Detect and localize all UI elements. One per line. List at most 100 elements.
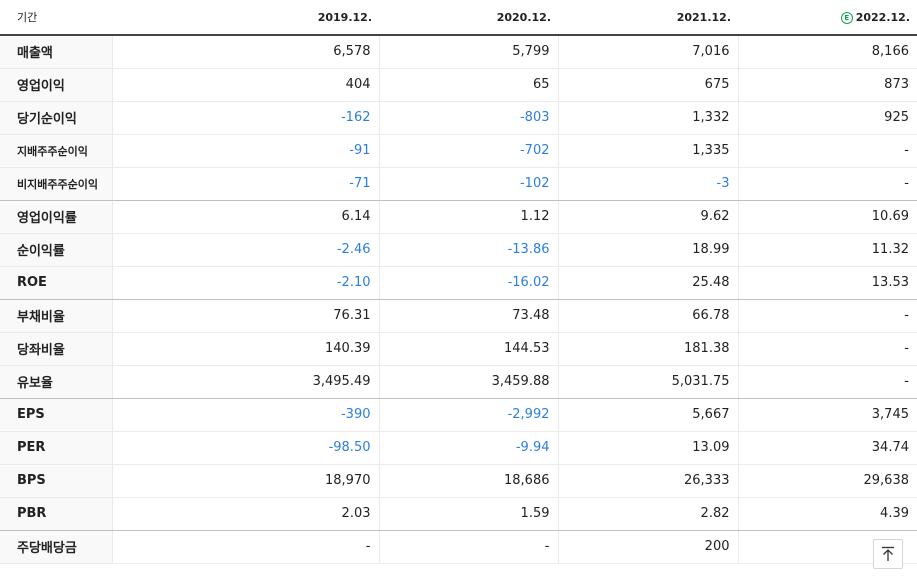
table-cell: 144.53 — [378, 332, 558, 366]
row-label: 주당배당금 — [0, 530, 112, 564]
table-row: EPS -390 -2,992 5,667 3,745 — [0, 398, 917, 432]
table-cell: -2,992 — [378, 398, 558, 432]
table-cell: 73.48 — [378, 299, 558, 333]
table-cell: 1,335 — [557, 134, 738, 168]
table-cell: 18,970 — [111, 464, 379, 498]
table-cell: - — [737, 365, 917, 399]
table-cell: 3,459.88 — [378, 365, 558, 399]
table-row: PER -98.50 -9.94 13.09 34.74 — [0, 431, 917, 465]
table-cell: 925 — [737, 101, 917, 135]
table-cell: -16.02 — [378, 266, 558, 300]
table-cell: 1.12 — [378, 200, 558, 234]
table-cell: 18,686 — [378, 464, 558, 498]
row-label: 유보율 — [0, 365, 112, 399]
table-row: 매출액 6,578 5,799 7,016 8,166 — [0, 35, 917, 69]
table-cell: -9.94 — [378, 431, 558, 465]
table-row: 순이익률 -2.46 -13.86 18.99 11.32 — [0, 233, 917, 267]
table-row: 주당배당금 - -200 — [0, 530, 917, 564]
table-cell: 200 — [557, 530, 738, 564]
table-cell: - — [737, 134, 917, 168]
table-cell: 181.38 — [557, 332, 738, 366]
table-cell: -2.46 — [111, 233, 379, 267]
period-header-estimate: E 2022.12. — [738, 0, 917, 36]
table-row: BPS 18,970 18,686 26,333 29,638 — [0, 464, 917, 498]
table-cell: -13.86 — [378, 233, 558, 267]
table-row: 지배주주순이익 -91 -702 1,335- — [0, 134, 917, 168]
header-label: 기간 — [0, 0, 112, 36]
table-cell: -98.50 — [111, 431, 379, 465]
row-label: 매출액 — [0, 35, 112, 69]
table-cell: 404 — [111, 68, 379, 102]
row-label: 비지배주주순이익 — [0, 167, 112, 201]
table-cell: -702 — [378, 134, 558, 168]
table-cell: 9.62 — [557, 200, 738, 234]
table-cell: 13.09 — [557, 431, 738, 465]
table-cell: 13.53 — [737, 266, 917, 300]
table-row: 비지배주주순이익 -71 -102 -3- — [0, 167, 917, 201]
row-label: EPS — [0, 398, 112, 432]
table-cell: 2.82 — [557, 497, 738, 531]
row-label: PER — [0, 431, 112, 465]
table-cell: 18.99 — [557, 233, 738, 267]
table-row: 부채비율 76.31 73.48 66.78- — [0, 299, 917, 333]
row-label: 당기순이익 — [0, 101, 112, 135]
financial-summary-table: 기간 2019.12. 2020.12. 2021.12. E 2022.12. … — [0, 0, 917, 564]
table-cell: - — [378, 530, 558, 564]
table-cell: -390 — [111, 398, 379, 432]
table-cell: 675 — [557, 68, 738, 102]
table-cell: 34.74 — [737, 431, 917, 465]
estimate-badge-icon: E — [840, 11, 853, 24]
table-row: 당기순이익 -162 -803 1,332 925 — [0, 101, 917, 135]
table-header-row: 기간 2019.12. 2020.12. 2021.12. E 2022.12. — [0, 0, 917, 36]
table-cell: 873 — [737, 68, 917, 102]
table-cell: 140.39 — [111, 332, 379, 366]
table-cell: - — [111, 530, 379, 564]
table-cell: 4.39 — [737, 497, 917, 531]
row-label: 순이익률 — [0, 233, 112, 267]
row-label: BPS — [0, 464, 112, 498]
table-cell: - — [737, 167, 917, 201]
table-cell: -162 — [111, 101, 379, 135]
period-header: 2020.12. — [379, 0, 558, 36]
table-cell: -2.10 — [111, 266, 379, 300]
period-header: 2019.12. — [112, 0, 379, 36]
table-cell: 2.03 — [111, 497, 379, 531]
row-label: ROE — [0, 266, 112, 300]
table-cell: 7,016 — [557, 35, 738, 69]
period-label: 2022.12. — [855, 10, 910, 24]
table-row: ROE -2.10 -16.02 25.48 13.53 — [0, 266, 917, 300]
row-label: 영업이익 — [0, 68, 112, 102]
table-cell: 5,667 — [557, 398, 738, 432]
table-cell: 5,031.75 — [557, 365, 738, 399]
table-cell: 11.32 — [737, 233, 917, 267]
table-row: 영업이익 404 65 675 873 — [0, 68, 917, 102]
table-cell: -803 — [378, 101, 558, 135]
row-label: 부채비율 — [0, 299, 112, 333]
scroll-to-top-button[interactable] — [873, 539, 903, 569]
table-cell: 1,332 — [557, 101, 738, 135]
table-cell: 3,745 — [737, 398, 917, 432]
table-cell: 5,799 — [378, 35, 558, 69]
table-cell: 76.31 — [111, 299, 379, 333]
table-cell: - — [737, 332, 917, 366]
period-header: 2021.12. — [558, 0, 738, 36]
table-cell: 65 — [378, 68, 558, 102]
table-cell: - — [737, 299, 917, 333]
arrow-up-to-top-icon — [882, 546, 894, 561]
table-cell: 8,166 — [737, 35, 917, 69]
row-label: 영업이익률 — [0, 200, 112, 234]
table-cell: 26,333 — [557, 464, 738, 498]
table-cell: 1.59 — [378, 497, 558, 531]
table-cell: 6,578 — [111, 35, 379, 69]
table-cell: 3,495.49 — [111, 365, 379, 399]
table-row: PBR 2.03 1.59 2.82 4.39 — [0, 497, 917, 531]
table-cell: 29,638 — [737, 464, 917, 498]
table-cell: -3 — [557, 167, 738, 201]
table-row: 유보율 3,495.49 3,459.88 5,031.75- — [0, 365, 917, 399]
table-row: 당좌비율 140.39 144.53 181.38- — [0, 332, 917, 366]
table-cell: -71 — [111, 167, 379, 201]
table-cell: 10.69 — [737, 200, 917, 234]
table-cell: 25.48 — [557, 266, 738, 300]
table-row: 영업이익률 6.14 1.12 9.62 10.69 — [0, 200, 917, 234]
table-cell: -102 — [378, 167, 558, 201]
